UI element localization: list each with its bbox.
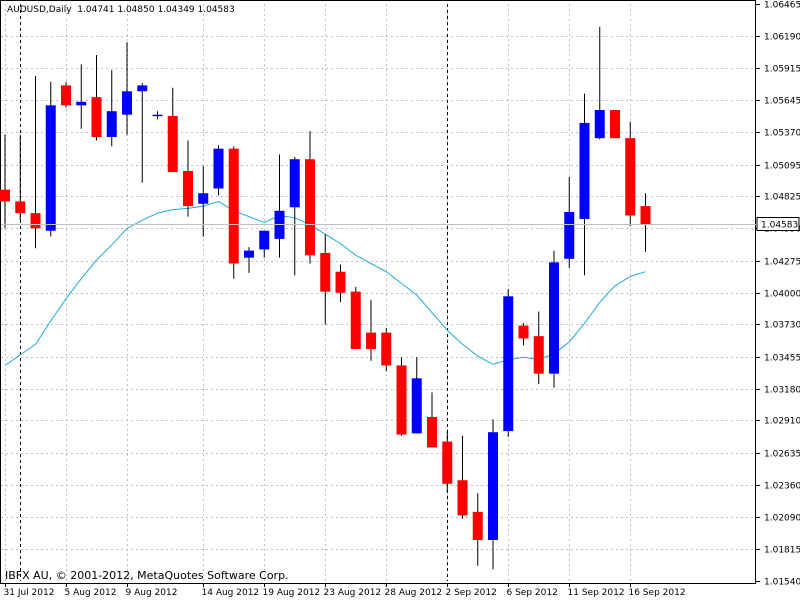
y-tick-label: 1.05645	[764, 97, 800, 107]
candle-body-bull	[289, 159, 300, 208]
candle-body-bull	[488, 432, 498, 540]
y-tick-label: 1.02635	[764, 450, 800, 460]
x-tick-label: 5 Aug 2012	[65, 588, 117, 598]
candle-body-bear	[167, 115, 178, 173]
candle-body-bull	[579, 122, 590, 219]
candle-body-bear	[640, 206, 651, 225]
candle-body-bull	[503, 296, 514, 432]
candle-body-bear	[472, 511, 483, 540]
candle-body-bear	[366, 332, 376, 350]
candle-body-bear	[183, 170, 193, 207]
candle-body-bear	[518, 325, 529, 339]
x-tick-label: 19 Aug 2012	[263, 588, 321, 598]
candle-body-bull	[259, 230, 270, 250]
y-tick-label: 1.05095	[764, 162, 800, 172]
candle-body-bull	[152, 114, 163, 117]
y-tick-label: 1.04825	[764, 193, 800, 203]
candle-body-bear	[442, 441, 453, 484]
candle-body-bear	[0, 189, 10, 202]
x-tick-label: 23 Aug 2012	[324, 588, 382, 598]
x-tick-label: 16 Sep 2012	[629, 588, 686, 598]
candle-body-bear	[320, 252, 331, 292]
y-tick-label: 1.03455	[764, 354, 800, 364]
x-tick-label: 2 Sep 2012	[446, 588, 497, 598]
y-tick-label: 1.06190	[764, 33, 800, 43]
x-tick-label: 11 Sep 2012	[568, 588, 625, 598]
candle-body-bull	[106, 111, 117, 137]
y-tick-label: 1.05370	[764, 129, 800, 139]
candle-body-bear	[610, 110, 620, 139]
candle-body-bull	[45, 105, 56, 231]
candle-body-bear	[457, 480, 468, 516]
candle-body-bull	[198, 193, 209, 204]
candle-body-bull	[411, 378, 422, 434]
current-price-label: 1.04583	[761, 221, 798, 231]
y-tick-label: 1.04000	[764, 290, 800, 300]
y-tick-label: 1.02090	[764, 514, 800, 524]
y-tick-label: 1.02910	[764, 417, 800, 427]
y-tick-label: 1.02360	[764, 482, 800, 492]
x-tick-label: 9 Aug 2012	[126, 588, 178, 598]
ohlc-readout: 1.04741 1.04850 1.04349 1.04583	[77, 5, 235, 15]
candle-body-bull	[244, 250, 254, 258]
y-tick-label: 1.01540	[764, 578, 800, 588]
candle-body-bear	[30, 213, 41, 229]
x-tick-label: 14 Aug 2012	[202, 588, 260, 598]
candle-body-bull	[549, 262, 559, 374]
candle-body-bear	[15, 201, 26, 214]
plot-frame	[0, 0, 756, 584]
candle-body-bull	[594, 110, 605, 139]
symbol-label: AUDUSD,Daily	[7, 5, 72, 15]
y-tick-label: 1.04275	[764, 258, 800, 268]
candle-body-bear	[91, 97, 102, 137]
candle-body-bull	[122, 91, 132, 115]
copyright-text: IBFX AU, © 2001-2012, MetaQuotes Softwar…	[5, 569, 289, 582]
candle-body-bear	[381, 332, 392, 366]
x-tick-label: 6 Sep 2012	[507, 588, 558, 598]
candle-body-bear	[350, 291, 361, 350]
y-tick-label: 1.05915	[764, 65, 800, 75]
candle-body-bull	[76, 101, 87, 106]
candle-body-bear	[335, 271, 346, 293]
x-tick-label: 28 Aug 2012	[385, 588, 443, 598]
candle-body-bull	[137, 85, 148, 92]
y-tick-label: 1.03730	[764, 321, 800, 331]
candle-body-bear	[396, 365, 407, 435]
current-price-box	[756, 217, 800, 231]
x-tick-label: 31 Jul 2012	[4, 588, 55, 598]
y-tick-label: 1.03180	[764, 386, 800, 396]
candle-body-bear	[625, 138, 636, 216]
y-tick-label: 1.06465	[764, 1, 800, 11]
y-tick-label: 1.01815	[764, 546, 800, 556]
chart-header: AUDUSD,Daily 1.04741 1.04850 1.04349 1.0…	[7, 5, 235, 15]
candle-body-bull	[564, 211, 575, 259]
candle-body-bear	[427, 416, 437, 448]
candle-body-bear	[228, 148, 239, 264]
candle-body-bear	[533, 336, 544, 374]
candle-body-bull	[213, 148, 224, 189]
candle-body-bear	[61, 85, 71, 106]
candle-body-bear	[305, 159, 315, 256]
